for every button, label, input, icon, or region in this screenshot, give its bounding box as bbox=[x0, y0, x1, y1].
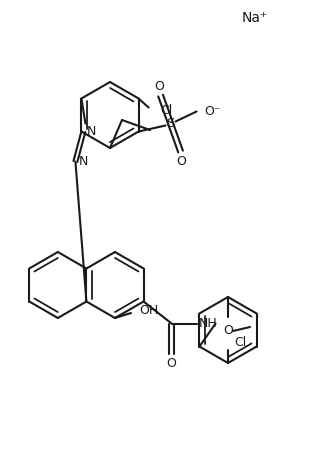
Text: Na⁺: Na⁺ bbox=[242, 11, 268, 25]
Text: Cl: Cl bbox=[234, 337, 246, 350]
Text: OH: OH bbox=[139, 304, 159, 317]
Text: S: S bbox=[167, 117, 175, 130]
Text: NH: NH bbox=[199, 317, 218, 330]
Text: N: N bbox=[79, 155, 88, 168]
Text: O: O bbox=[155, 80, 165, 93]
Text: O: O bbox=[223, 324, 233, 337]
Text: O⁻: O⁻ bbox=[204, 105, 221, 118]
Text: O: O bbox=[177, 155, 187, 168]
Text: O: O bbox=[167, 357, 176, 370]
Text: N: N bbox=[87, 125, 96, 138]
Text: Cl: Cl bbox=[160, 104, 173, 117]
